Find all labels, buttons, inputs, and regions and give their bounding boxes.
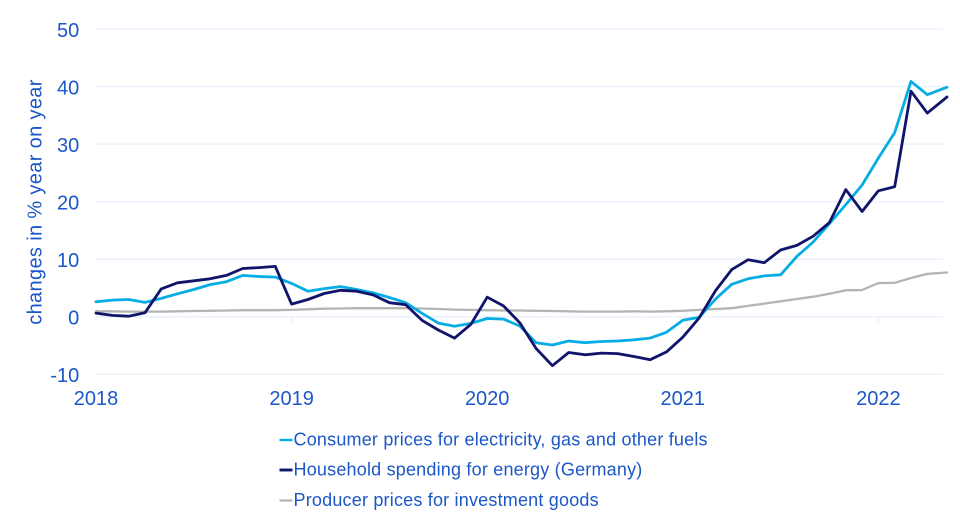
svg-text:2022: 2022	[856, 388, 901, 410]
svg-text:50: 50	[57, 20, 79, 42]
svg-text:10: 10	[57, 250, 79, 272]
svg-text:Consumer prices for electricit: Consumer prices for electricity, gas and…	[294, 429, 708, 449]
svg-text:2018: 2018	[74, 388, 119, 410]
svg-text:0: 0	[68, 308, 79, 330]
svg-text:2021: 2021	[661, 388, 706, 410]
svg-text:changes in % year on year: changes in % year on year	[25, 79, 47, 325]
svg-text:2020: 2020	[465, 388, 510, 410]
svg-text:20: 20	[57, 192, 79, 214]
svg-text:30: 30	[57, 135, 79, 157]
svg-text:40: 40	[57, 77, 79, 99]
svg-text:Household spending for energy: Household spending for energy (Germany)	[294, 459, 643, 479]
svg-text:2019: 2019	[269, 388, 314, 410]
svg-text:Producer prices for investment: Producer prices for investment goods	[294, 490, 599, 510]
svg-text:-10: -10	[50, 365, 79, 387]
